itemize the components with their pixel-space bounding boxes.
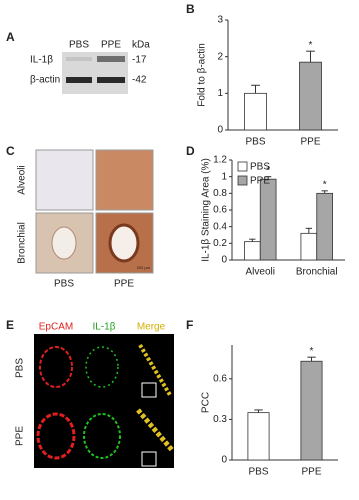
row-label: Alveoli xyxy=(17,165,28,194)
bar xyxy=(244,241,261,261)
y-tick-label: 0 xyxy=(217,125,223,136)
legend-swatch xyxy=(237,175,248,186)
panel-label: E xyxy=(6,318,14,332)
y-axis-label: IL-1β Staining Area (%) xyxy=(201,158,212,262)
column-label: PBS xyxy=(54,279,74,290)
bar xyxy=(316,192,333,261)
significance: * xyxy=(309,40,313,51)
channel-label: Merge xyxy=(137,322,166,333)
band xyxy=(97,77,125,83)
stain xyxy=(83,413,121,459)
y-tick-label: 0.8 xyxy=(213,188,227,199)
bronchus xyxy=(51,226,77,260)
band xyxy=(66,77,92,83)
x-tick-label: Alveoli xyxy=(246,267,275,278)
panel-label: C xyxy=(6,144,15,158)
scale-bar: 200 μm xyxy=(137,265,151,270)
micrograph xyxy=(95,149,154,211)
y-tick-label: 1 xyxy=(221,171,227,182)
bronchus xyxy=(108,223,140,263)
stain xyxy=(85,346,119,388)
blot-column: PPE xyxy=(101,40,121,51)
stain xyxy=(136,408,174,452)
bar xyxy=(300,232,318,261)
panel-label: D xyxy=(186,144,195,158)
y-tick-label: 0 xyxy=(221,255,227,266)
y-tick-label: 2 xyxy=(217,51,223,62)
y-tick-label: 0.3 xyxy=(213,414,227,425)
y-tick-label: 0.2 xyxy=(213,238,227,249)
bar xyxy=(259,178,277,261)
blot-column: PBS xyxy=(69,40,89,51)
x-tick-label: PPE xyxy=(301,467,321,478)
y-axis-label: PCC xyxy=(201,392,212,413)
micrograph xyxy=(35,149,94,211)
significance: * xyxy=(310,346,314,357)
row-label: PPE xyxy=(15,426,26,446)
significance: * xyxy=(266,165,270,176)
x-tick-label: Bronchial xyxy=(296,267,338,278)
row-label: PBS xyxy=(15,358,26,378)
blot-marker: -42 xyxy=(132,75,147,86)
band xyxy=(97,56,125,62)
x-tick-label: PBS xyxy=(248,467,268,478)
channel-label: IL-1β xyxy=(93,322,116,333)
blot-row: β-actin xyxy=(30,75,60,86)
y-tick-label: 1.2 xyxy=(213,155,227,166)
significance: * xyxy=(323,179,327,190)
bar xyxy=(299,61,322,131)
y-tick-label: 0.6 xyxy=(213,373,227,384)
y-tick-label: 0 xyxy=(221,455,227,466)
stain xyxy=(39,346,73,388)
panel-label: B xyxy=(186,2,195,16)
legend-swatch xyxy=(237,161,248,172)
blot-unit: kDa xyxy=(132,40,150,51)
inset xyxy=(141,451,157,467)
stain xyxy=(36,412,76,460)
y-tick-label: 0.4 xyxy=(213,221,227,232)
x-tick-label: PBS xyxy=(245,137,265,148)
panel-label: F xyxy=(186,318,193,332)
x-tick-label: PPE xyxy=(300,137,320,148)
micrograph xyxy=(34,334,174,468)
legend-label: PPE xyxy=(250,176,270,187)
inset xyxy=(141,382,157,398)
row-label: Bronchial xyxy=(17,222,28,264)
legend-label: PBS xyxy=(250,162,270,173)
y-tick-label: 1 xyxy=(217,88,223,99)
y-tick-label: 0.6 xyxy=(213,205,227,216)
blot-row: IL-1β xyxy=(30,55,53,66)
channel-label: EpCAM xyxy=(39,322,73,333)
bar xyxy=(300,360,323,461)
y-tick-label: 3 xyxy=(217,15,223,26)
y-axis-label: Fold to β-actin xyxy=(197,43,208,107)
bar xyxy=(247,412,270,461)
band xyxy=(66,57,92,61)
panel-label: A xyxy=(6,30,15,44)
blot-marker: -17 xyxy=(132,55,147,66)
column-label: PPE xyxy=(114,279,134,290)
bar xyxy=(244,92,267,131)
